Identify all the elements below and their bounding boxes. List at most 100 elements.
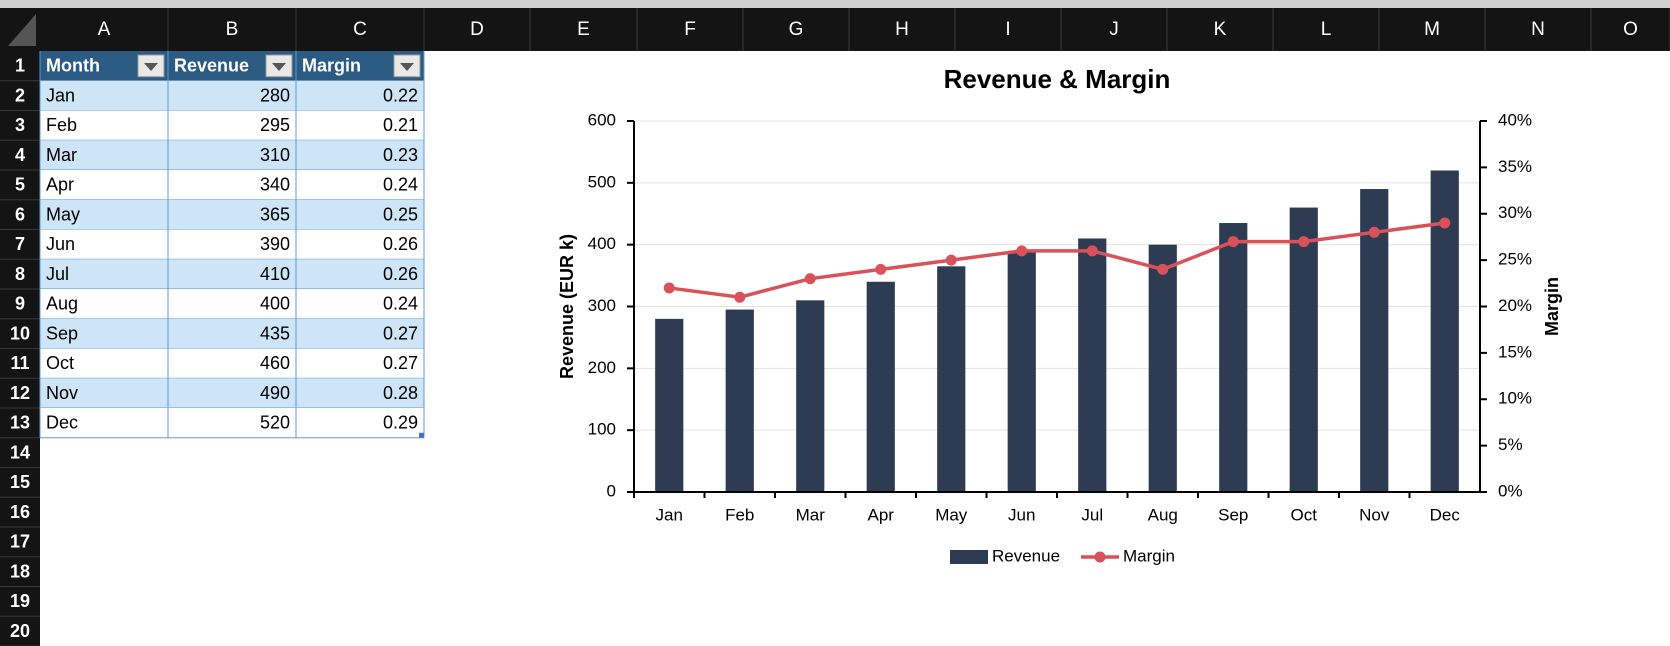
row-header[interactable]: 5 <box>15 175 25 195</box>
column-header[interactable]: F <box>684 19 696 40</box>
table-cell[interactable]: 340 <box>260 175 290 195</box>
table-cell[interactable]: 0.23 <box>383 145 418 165</box>
top-bar <box>0 0 1670 8</box>
table-cell[interactable]: 0.27 <box>383 323 418 343</box>
table-cell[interactable]: Sep <box>46 323 78 343</box>
x-tick-label: Nov <box>1359 505 1390 524</box>
table-cell[interactable]: Nov <box>46 383 78 403</box>
row-header[interactable]: 19 <box>10 591 30 611</box>
column-header[interactable]: A <box>98 19 111 40</box>
row-header[interactable]: 2 <box>15 85 25 105</box>
line-marker <box>1086 245 1098 257</box>
table-header[interactable]: Revenue <box>174 56 249 76</box>
bar <box>1078 238 1107 492</box>
table-cell[interactable]: 0.24 <box>383 175 418 195</box>
table-cell[interactable]: 0.21 <box>383 115 418 135</box>
column-header[interactable]: K <box>1214 19 1227 40</box>
table-cell[interactable]: 400 <box>260 294 290 314</box>
line-marker <box>804 273 816 285</box>
table-row <box>40 289 424 319</box>
column-header[interactable]: D <box>470 19 484 40</box>
table-cell[interactable]: Jun <box>46 234 75 254</box>
table-cell[interactable]: 0.28 <box>383 383 418 403</box>
y-axis-label: Revenue (EUR k) <box>557 234 577 379</box>
column-header[interactable]: I <box>1005 19 1010 40</box>
line-marker <box>945 254 957 266</box>
table-row <box>40 199 424 230</box>
column-header[interactable]: C <box>353 19 367 40</box>
row-header[interactable]: 20 <box>10 621 30 641</box>
row-header[interactable]: 17 <box>10 532 30 552</box>
table-cell[interactable]: May <box>46 204 80 224</box>
row-header[interactable]: 7 <box>15 234 25 254</box>
table-row <box>40 80 424 111</box>
row-header[interactable]: 18 <box>10 561 30 581</box>
table-cell[interactable]: 390 <box>260 234 290 254</box>
column-header[interactable]: M <box>1424 19 1440 40</box>
table-cell[interactable]: Feb <box>46 115 77 135</box>
table-cell[interactable]: Oct <box>46 353 74 373</box>
row-header[interactable]: 15 <box>10 472 30 492</box>
row-header[interactable]: 6 <box>15 204 25 224</box>
table-cell[interactable]: 280 <box>260 85 290 105</box>
y-tick-label: 0 <box>607 481 616 500</box>
x-tick-label: Aug <box>1148 505 1178 524</box>
table-cell[interactable]: 490 <box>260 383 290 403</box>
table-cell[interactable]: 0.25 <box>383 204 418 224</box>
y2-tick-label: 35% <box>1498 157 1532 176</box>
table-cell[interactable]: Jul <box>46 264 69 284</box>
table-cell[interactable]: 520 <box>260 413 290 433</box>
row-header[interactable]: 11 <box>10 353 29 373</box>
row-header[interactable]: 4 <box>15 145 25 165</box>
column-header[interactable]: N <box>1531 19 1545 40</box>
row-header[interactable]: 16 <box>10 502 30 522</box>
table-cell[interactable]: 460 <box>260 353 290 373</box>
table-cell[interactable]: Aug <box>46 294 78 314</box>
column-header[interactable]: O <box>1623 19 1638 40</box>
table-cell[interactable]: 310 <box>260 145 290 165</box>
select-all-corner[interactable] <box>8 14 36 46</box>
table-cell[interactable]: 0.26 <box>383 234 418 254</box>
table-cell[interactable]: 0.22 <box>383 85 418 105</box>
table-cell[interactable]: Mar <box>46 145 77 165</box>
table-cell[interactable]: 0.29 <box>383 413 418 433</box>
table-cell[interactable]: 295 <box>260 115 290 135</box>
table-cell[interactable]: Apr <box>46 175 74 195</box>
table-cell[interactable]: 435 <box>260 323 290 343</box>
bar <box>655 318 684 492</box>
line <box>669 221 1445 300</box>
table-cell[interactable]: 0.26 <box>383 264 418 284</box>
row-header[interactable]: 10 <box>10 323 30 343</box>
line-marker <box>1016 245 1028 257</box>
legend-label: Revenue <box>992 546 1060 565</box>
table-cell[interactable]: Dec <box>46 413 78 433</box>
table-cell[interactable]: 410 <box>260 264 290 284</box>
column-header[interactable]: L <box>1321 19 1332 40</box>
row-header[interactable]: 1 <box>15 56 25 76</box>
table-cell[interactable]: Jan <box>46 85 75 105</box>
table-cell[interactable]: 0.27 <box>383 353 418 373</box>
row-header[interactable]: 12 <box>10 383 30 403</box>
column-header[interactable]: B <box>226 19 239 40</box>
table-row <box>40 140 424 170</box>
row-header[interactable]: 8 <box>15 264 25 284</box>
row-header[interactable]: 3 <box>15 115 25 135</box>
row-header[interactable]: 14 <box>10 442 30 462</box>
table-cell[interactable]: 0.24 <box>383 294 418 314</box>
row-header[interactable]: 9 <box>15 294 25 314</box>
bar <box>937 266 966 492</box>
resize-handle[interactable] <box>419 432 424 438</box>
line-marker <box>875 263 887 275</box>
column-header[interactable]: J <box>1109 19 1119 40</box>
table-header[interactable]: Margin <box>302 56 361 76</box>
bar <box>1360 189 1389 492</box>
y2-tick-label: 15% <box>1498 342 1532 361</box>
column-header[interactable]: H <box>895 19 909 40</box>
table-cell[interactable]: 365 <box>260 204 290 224</box>
column-header[interactable]: G <box>789 19 804 40</box>
column-header[interactable]: E <box>577 19 590 40</box>
row-header[interactable]: 13 <box>10 413 30 433</box>
table-header[interactable]: Month <box>46 56 100 76</box>
bar <box>1007 250 1036 492</box>
